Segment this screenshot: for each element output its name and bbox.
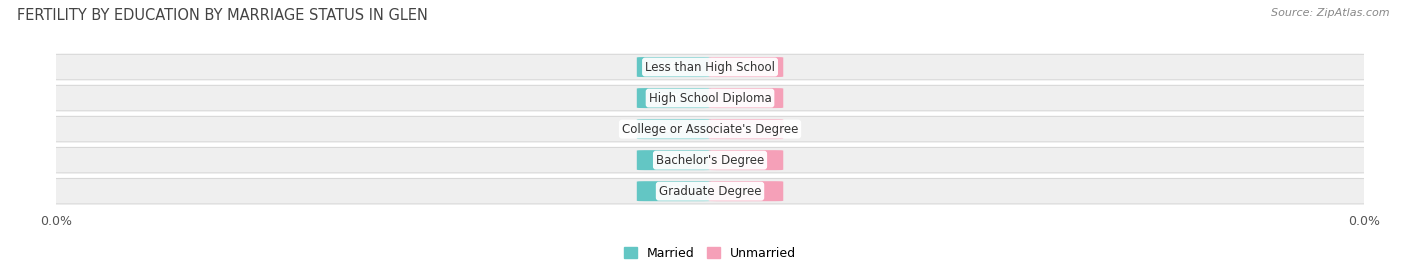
Text: 0.0%: 0.0%: [731, 93, 761, 103]
Text: 0.0%: 0.0%: [659, 186, 689, 196]
Text: 0.0%: 0.0%: [659, 93, 689, 103]
FancyBboxPatch shape: [44, 54, 1376, 80]
FancyBboxPatch shape: [709, 119, 783, 139]
Text: High School Diploma: High School Diploma: [648, 91, 772, 105]
FancyBboxPatch shape: [44, 116, 1376, 142]
Text: Bachelor's Degree: Bachelor's Degree: [657, 154, 763, 167]
Text: Graduate Degree: Graduate Degree: [659, 185, 761, 198]
FancyBboxPatch shape: [637, 88, 711, 108]
FancyBboxPatch shape: [44, 147, 1376, 173]
FancyBboxPatch shape: [709, 181, 783, 201]
FancyBboxPatch shape: [44, 178, 1376, 204]
Text: Less than High School: Less than High School: [645, 61, 775, 73]
Legend: Married, Unmarried: Married, Unmarried: [619, 242, 801, 265]
Text: 0.0%: 0.0%: [731, 62, 761, 72]
Text: 0.0%: 0.0%: [731, 124, 761, 134]
FancyBboxPatch shape: [637, 119, 711, 139]
FancyBboxPatch shape: [637, 150, 711, 170]
FancyBboxPatch shape: [709, 88, 783, 108]
Text: 0.0%: 0.0%: [731, 155, 761, 165]
Text: FERTILITY BY EDUCATION BY MARRIAGE STATUS IN GLEN: FERTILITY BY EDUCATION BY MARRIAGE STATU…: [17, 8, 427, 23]
Text: 0.0%: 0.0%: [659, 124, 689, 134]
Text: 0.0%: 0.0%: [731, 186, 761, 196]
FancyBboxPatch shape: [709, 150, 783, 170]
FancyBboxPatch shape: [44, 85, 1376, 111]
Text: 0.0%: 0.0%: [659, 62, 689, 72]
Text: College or Associate's Degree: College or Associate's Degree: [621, 123, 799, 136]
FancyBboxPatch shape: [709, 57, 783, 77]
FancyBboxPatch shape: [637, 181, 711, 201]
Text: 0.0%: 0.0%: [659, 155, 689, 165]
FancyBboxPatch shape: [637, 57, 711, 77]
Text: Source: ZipAtlas.com: Source: ZipAtlas.com: [1271, 8, 1389, 18]
